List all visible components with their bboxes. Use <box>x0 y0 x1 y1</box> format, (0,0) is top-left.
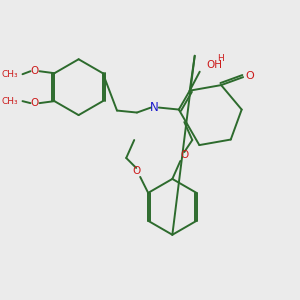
Text: O: O <box>180 150 188 160</box>
Text: OH: OH <box>207 60 223 70</box>
Text: H: H <box>217 54 224 63</box>
Text: O: O <box>132 166 140 176</box>
Text: N: N <box>149 101 158 114</box>
Text: CH₃: CH₃ <box>1 70 18 79</box>
Text: O: O <box>30 98 39 108</box>
Text: O: O <box>30 66 39 76</box>
Text: O: O <box>246 71 254 81</box>
Text: CH₃: CH₃ <box>1 97 18 106</box>
